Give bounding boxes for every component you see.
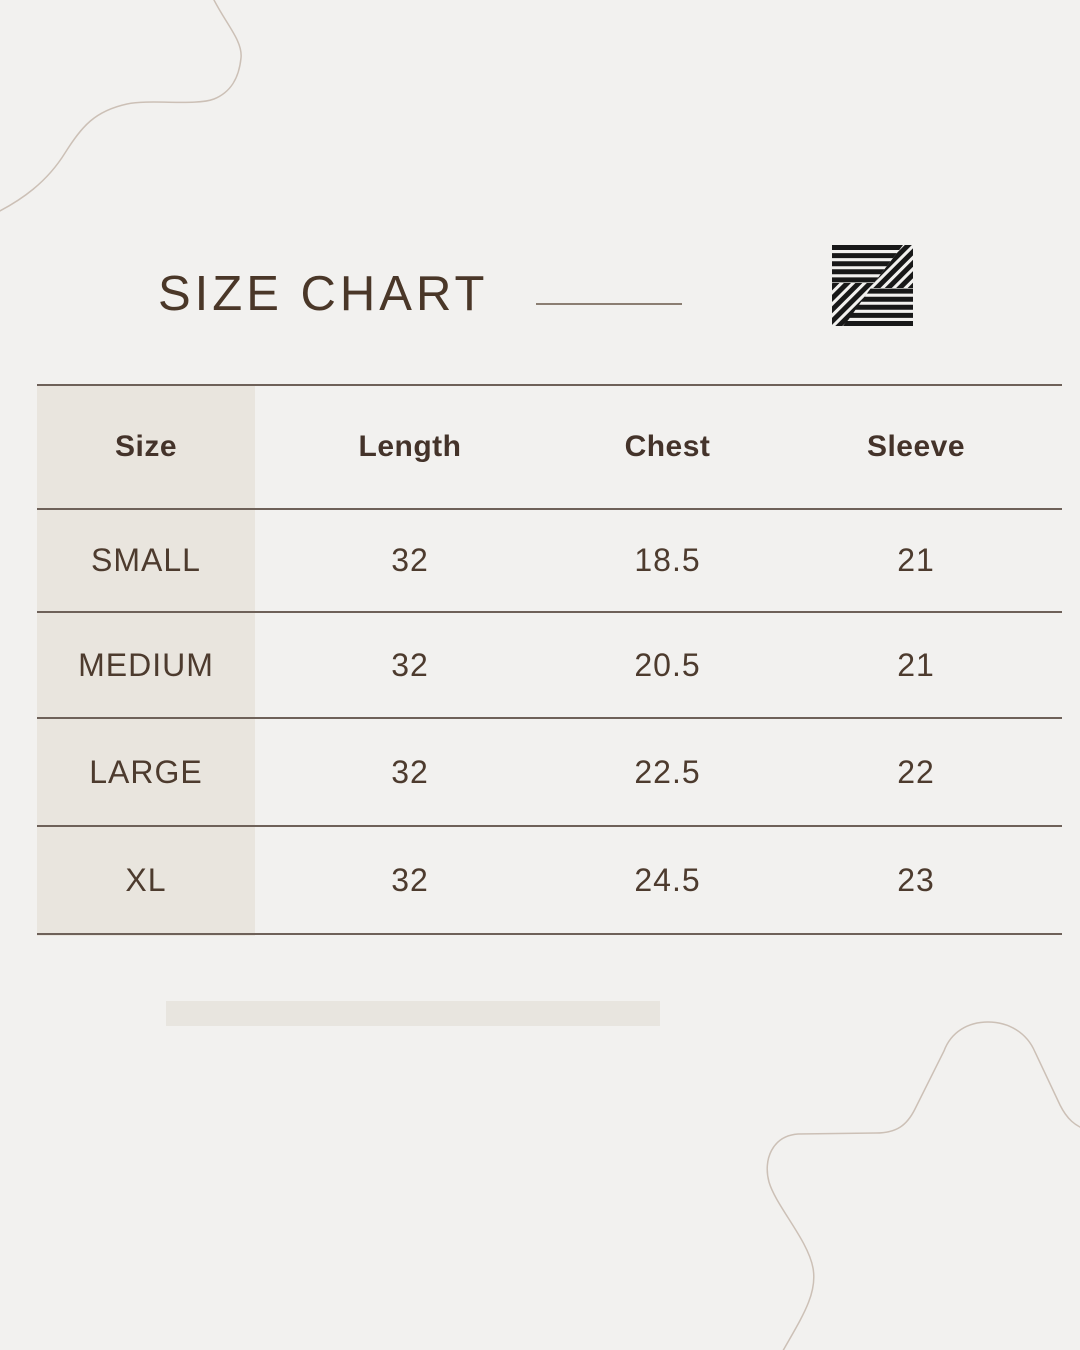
value-sleeve: 21 — [897, 542, 935, 578]
header-sleeve: Sleeve — [866, 430, 966, 463]
value-sleeve: 21 — [897, 646, 935, 683]
z-stripes-logo-icon — [832, 245, 913, 326]
table-row-medium: MEDIUM 32 20.5 21 — [37, 611, 1062, 717]
value-length: 32 — [391, 861, 429, 898]
title-divider-line — [536, 303, 682, 305]
value-chest: 20.5 — [634, 646, 701, 683]
header-size: Size — [114, 430, 178, 463]
value-chest: 18.5 — [634, 542, 701, 578]
header-length: Length — [358, 430, 462, 463]
bottom-accent-bar — [166, 1001, 660, 1026]
page-title: SIZE CHART — [158, 267, 489, 321]
bottom-right-blob-outline — [766, 1021, 1080, 1350]
table-row-large: LARGE 32 22.5 22 — [37, 717, 1062, 825]
value-sleeve: 23 — [897, 861, 935, 898]
value-sleeve: 22 — [897, 753, 935, 790]
value-chest: 22.5 — [634, 753, 701, 790]
value-length: 32 — [391, 646, 429, 683]
value-length: 32 — [391, 542, 429, 578]
row-label: LARGE — [89, 753, 203, 790]
table-row-xl: XL 32 24.5 23 — [37, 825, 1062, 935]
header-chest: Chest — [624, 430, 711, 463]
value-chest: 24.5 — [634, 861, 701, 898]
table-row-small: SMALL 32 18.5 21 — [37, 508, 1062, 611]
table-header-row: Size Length Chest Sleeve — [37, 384, 1062, 508]
row-label: MEDIUM — [78, 646, 214, 683]
row-label: SMALL — [91, 542, 201, 578]
size-table: Size Length Chest Sleeve SMALL 32 18.5 2… — [37, 384, 1062, 936]
size-column-background — [37, 384, 255, 936]
value-length: 32 — [391, 753, 429, 790]
row-label: XL — [125, 861, 167, 898]
top-left-blob-outline — [0, 0, 242, 212]
